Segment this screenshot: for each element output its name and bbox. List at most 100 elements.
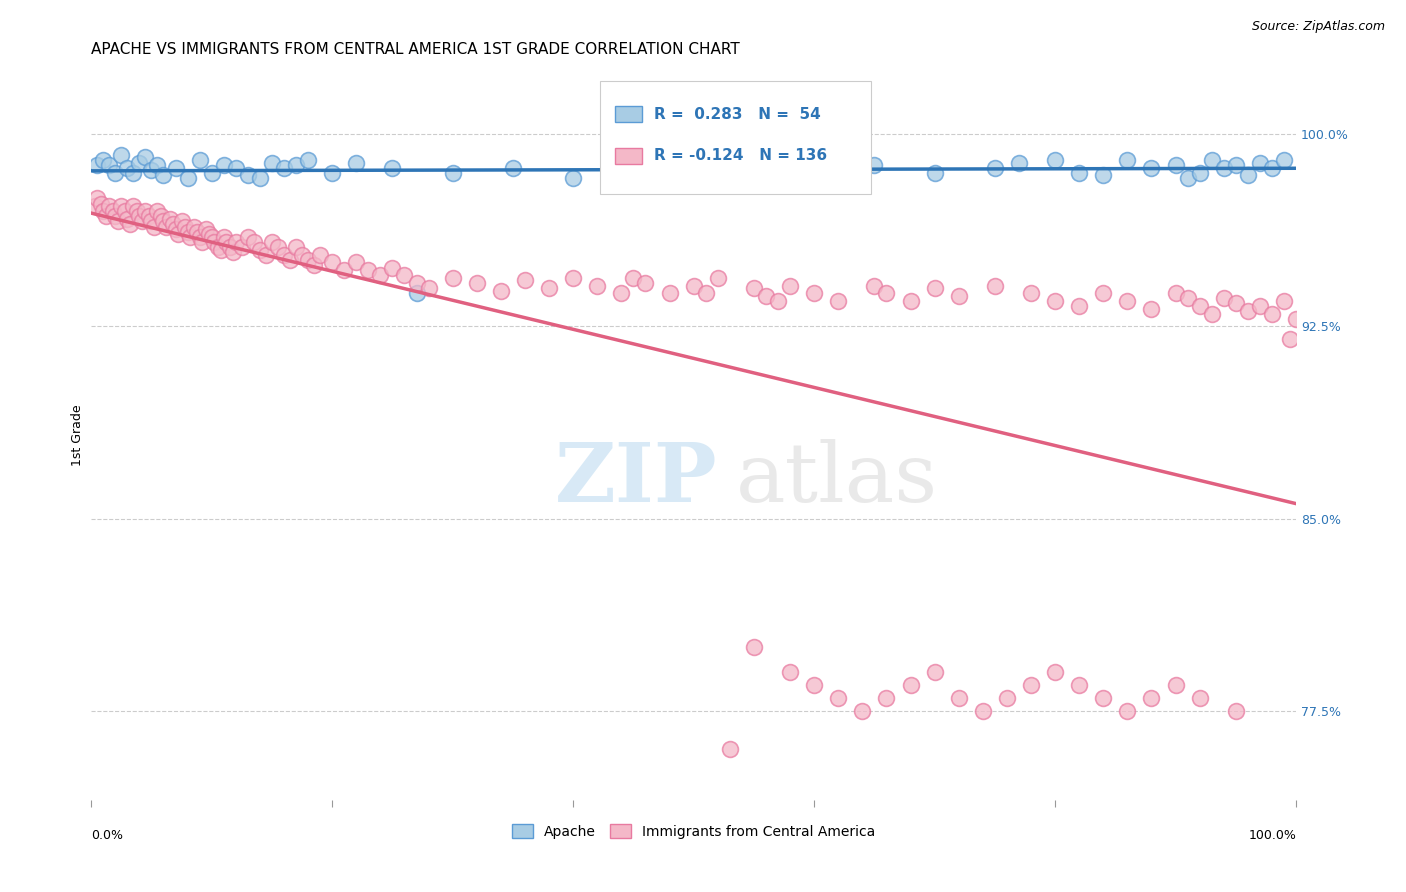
Point (948, 289, 970, 303)
Point (110, 148, 132, 162)
Point (803, 153, 825, 167)
Point (207, 240, 229, 254)
Point (1188, 690, 1211, 705)
Point (755, 289, 778, 303)
Point (218, 240, 240, 254)
Point (1225, 704, 1247, 718)
Point (1019, 678, 1042, 692)
Point (742, 281, 765, 295)
Point (1225, 158, 1247, 172)
Point (101, 204, 124, 219)
Point (1249, 155, 1271, 169)
Point (984, 278, 1007, 293)
Point (948, 690, 970, 705)
Point (766, 293, 789, 308)
Point (141, 163, 163, 178)
Point (1140, 690, 1163, 705)
Point (159, 211, 181, 226)
Point (183, 219, 205, 234)
Point (742, 161, 765, 175)
Point (1201, 307, 1223, 321)
Point (249, 243, 271, 257)
Point (1043, 665, 1066, 680)
Text: R = -0.124   N = 136: R = -0.124 N = 136 (654, 148, 827, 163)
Point (1043, 293, 1066, 308)
Point (125, 204, 148, 219)
Bar (616, 106, 641, 122)
Point (562, 270, 585, 285)
Point (162, 217, 184, 231)
Text: 100.0%: 100.0% (1249, 830, 1296, 842)
Point (1092, 690, 1115, 705)
Point (562, 171, 585, 186)
Point (1212, 161, 1234, 175)
Point (1164, 158, 1187, 172)
Point (309, 248, 332, 262)
Point (141, 214, 163, 228)
Point (297, 153, 319, 167)
Point (278, 252, 301, 267)
Point (188, 153, 211, 167)
Text: atlas: atlas (735, 439, 938, 519)
Point (863, 278, 886, 293)
Point (291, 248, 314, 262)
Point (972, 704, 994, 718)
Point (212, 158, 235, 172)
Point (174, 219, 197, 234)
Point (742, 640, 765, 654)
Point (418, 281, 440, 295)
Point (150, 210, 173, 224)
Point (285, 240, 308, 254)
Point (779, 665, 801, 680)
Point (202, 235, 225, 249)
Point (104, 166, 127, 180)
Point (107, 214, 129, 228)
Point (803, 286, 825, 301)
Point (875, 690, 897, 705)
Point (212, 230, 235, 244)
Point (86, 191, 108, 205)
Point (222, 245, 245, 260)
Point (1069, 678, 1091, 692)
Point (243, 235, 266, 249)
Point (104, 210, 127, 224)
Point (209, 243, 232, 257)
Point (1116, 153, 1139, 167)
Point (682, 166, 704, 180)
Point (179, 230, 201, 244)
Point (851, 704, 873, 718)
Point (1249, 299, 1271, 313)
Point (236, 169, 259, 183)
Point (586, 278, 609, 293)
Text: APACHE VS IMMIGRANTS FROM CENTRAL AMERICA 1ST GRADE CORRELATION CHART: APACHE VS IMMIGRANTS FROM CENTRAL AMERIC… (91, 42, 740, 57)
Point (370, 268, 392, 283)
Point (513, 273, 536, 287)
Point (827, 293, 849, 308)
Point (995, 690, 1018, 705)
Text: Source: ZipAtlas.com: Source: ZipAtlas.com (1251, 20, 1385, 33)
Point (114, 204, 136, 219)
Point (165, 161, 187, 175)
Point (167, 227, 190, 242)
Point (267, 240, 290, 254)
Point (191, 235, 214, 249)
Point (1237, 169, 1260, 183)
FancyBboxPatch shape (599, 81, 870, 194)
Point (489, 284, 512, 298)
Point (134, 204, 156, 219)
Point (302, 258, 325, 272)
Point (98, 158, 121, 172)
Point (201, 230, 224, 244)
Point (333, 263, 356, 277)
Point (215, 235, 238, 249)
Point (875, 286, 897, 301)
Point (117, 161, 139, 175)
Point (110, 199, 132, 213)
Bar (616, 148, 641, 164)
Point (1188, 299, 1211, 313)
Point (405, 276, 427, 290)
Legend: Apache, Immigrants from Central America: Apache, Immigrants from Central America (506, 818, 880, 845)
Point (1212, 291, 1234, 305)
Point (118, 217, 141, 231)
Point (91, 153, 114, 167)
